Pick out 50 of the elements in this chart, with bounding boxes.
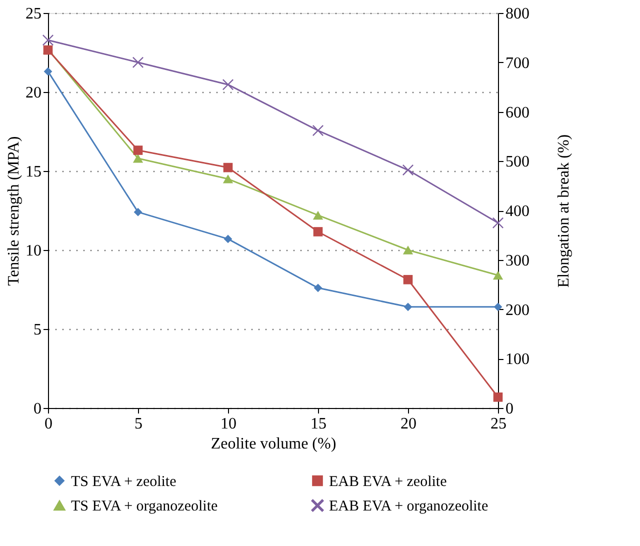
point xyxy=(404,302,412,312)
point xyxy=(312,125,324,136)
x-tick-label: 5 xyxy=(134,416,142,432)
point xyxy=(44,67,52,76)
point xyxy=(222,79,234,90)
point xyxy=(133,146,143,155)
legend-label: TS EVA + zeolite xyxy=(71,474,177,490)
point xyxy=(402,164,414,176)
x-tick-label: 20 xyxy=(400,416,416,432)
point xyxy=(132,154,144,163)
point xyxy=(403,274,413,284)
point xyxy=(492,270,504,280)
legend-label: EAB EVA + organozeolite xyxy=(329,498,488,514)
legend-label: EAB EVA + zeolite xyxy=(329,474,448,490)
y2-tick-label: 700 xyxy=(506,54,530,72)
x-tick-label: 15 xyxy=(310,416,326,432)
y2-tick-label: 0 xyxy=(506,400,514,418)
x-tick-label: 25 xyxy=(490,416,506,432)
point xyxy=(492,217,504,228)
y-tick-label: 10 xyxy=(26,242,42,260)
y-tick-label: 25 xyxy=(26,6,42,22)
point xyxy=(313,227,323,236)
y2-tick-label: 800 xyxy=(506,6,530,22)
y2-tick-label: 100 xyxy=(506,351,530,368)
y2-tick-label: 200 xyxy=(506,302,530,319)
y2-tick-label: 600 xyxy=(506,104,530,122)
point xyxy=(42,34,54,46)
point xyxy=(222,174,234,184)
point xyxy=(402,246,414,254)
y2-tick-label: 500 xyxy=(506,154,530,171)
point xyxy=(224,234,232,244)
y2-tick-label: 400 xyxy=(506,203,530,220)
legend-label: TS EVA + organozeolite xyxy=(71,498,218,514)
x-axis-title: Zeolite volume (%) xyxy=(210,436,336,452)
point xyxy=(134,208,142,216)
y-tick-label: 15 xyxy=(26,164,42,180)
y2-tick-label: 300 xyxy=(506,252,530,270)
point xyxy=(223,162,233,172)
y-tick-label: 20 xyxy=(26,84,42,102)
y-tick-label: 0 xyxy=(34,400,42,418)
point xyxy=(494,302,502,312)
point xyxy=(314,284,322,292)
point xyxy=(132,56,144,68)
y2-axis-title: Elongation at break (%) xyxy=(556,134,572,288)
point xyxy=(312,210,324,220)
y-tick-label: 5 xyxy=(34,322,42,338)
x-tick-label: 0 xyxy=(44,416,52,432)
x-tick-label: 10 xyxy=(220,416,236,432)
y-axis-title: Tensile strength (MPA) xyxy=(6,136,22,286)
point xyxy=(493,392,503,402)
